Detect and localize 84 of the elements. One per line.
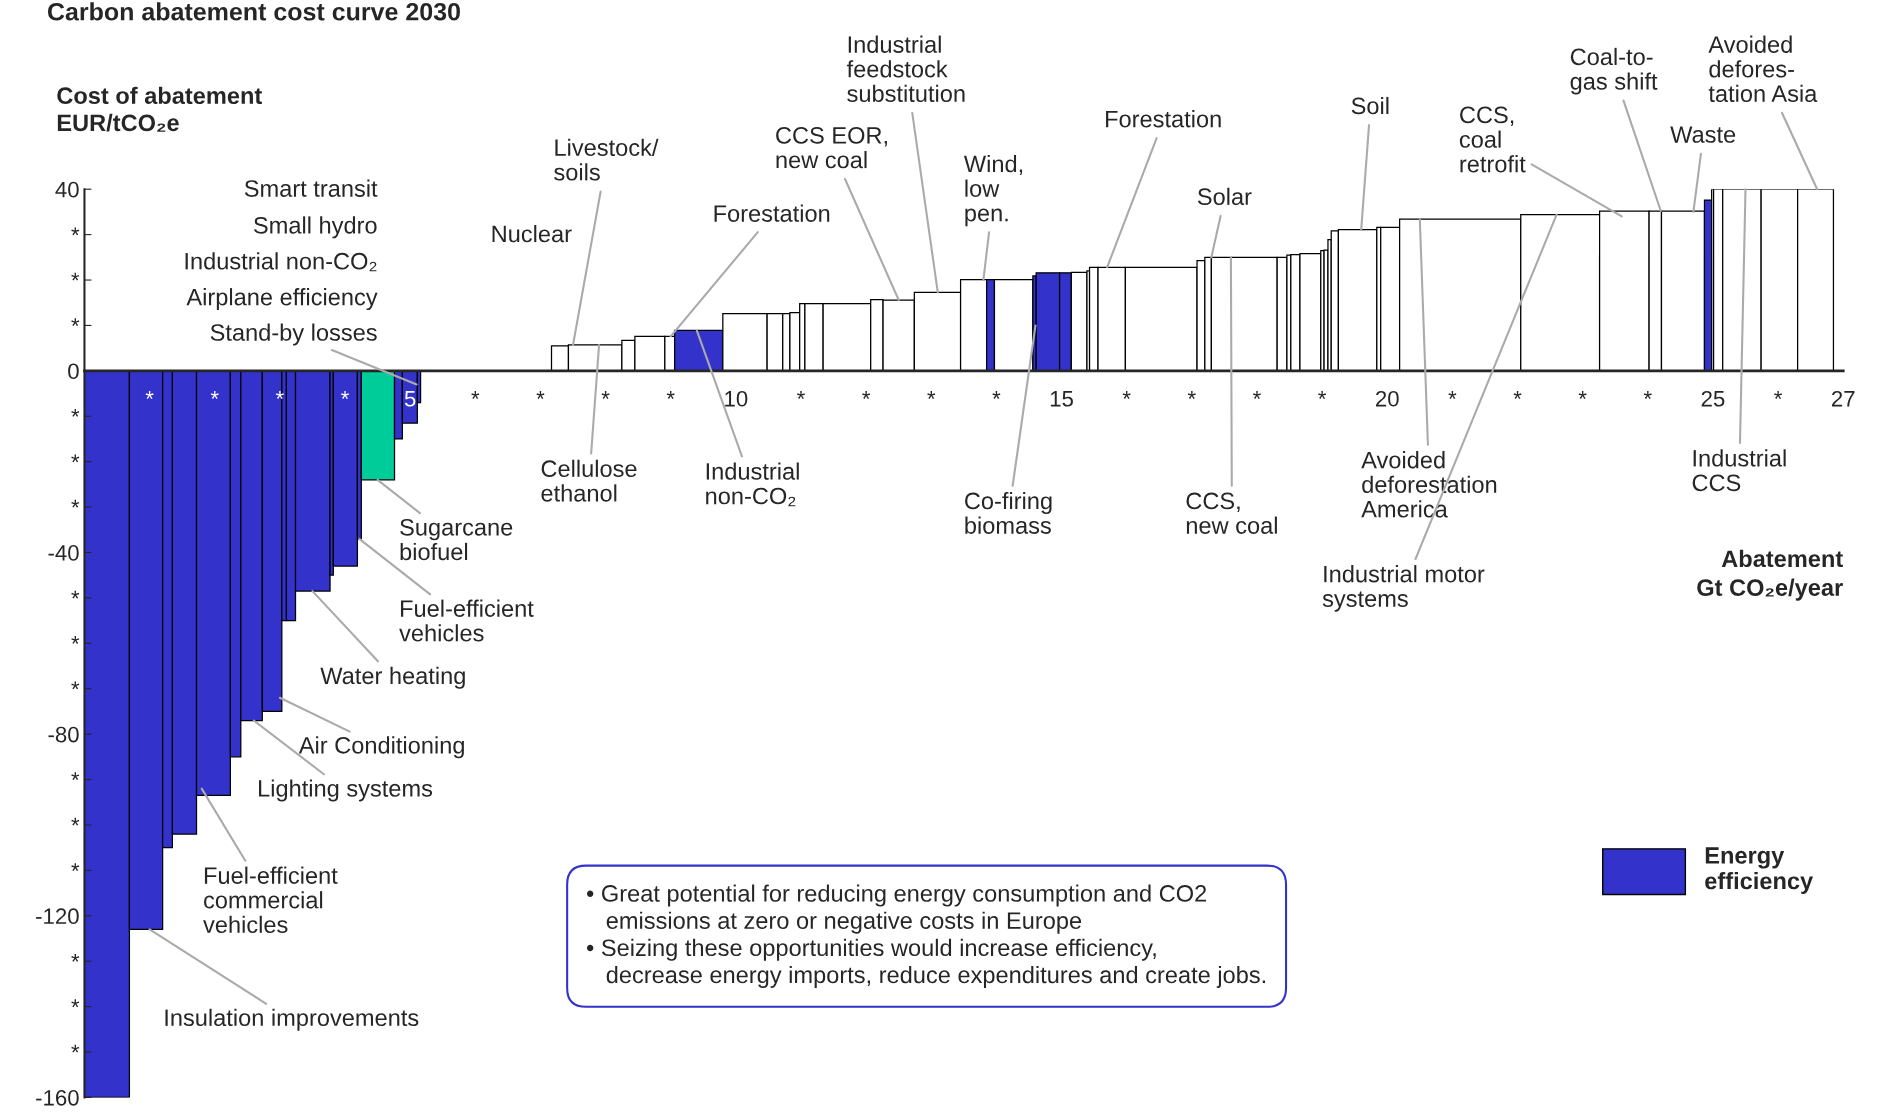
annotation: Air Conditioning <box>298 736 464 759</box>
annotation: Forestation <box>714 204 830 222</box>
annotation: Avoided deforestation America <box>1361 451 1497 518</box>
y-axis-title: Cost of abatement EUR/tCO₂e <box>57 86 262 132</box>
annotation: Soil <box>1351 96 1389 115</box>
y-tick-label: * <box>71 409 80 417</box>
y-tick-label: * <box>71 772 80 781</box>
y-tick-label: -160 <box>36 1089 79 1106</box>
x-tick-label: 10 <box>725 390 748 407</box>
annotation: Fuel-efficient vehicles <box>399 599 534 642</box>
x-tick-label: * <box>797 391 805 399</box>
annotation: Fuel-efficient commercial vehicles <box>203 866 338 934</box>
x-axis-title: Abatement Gt CO₂e/year <box>1697 549 1843 601</box>
x-tick-label: * <box>341 391 349 399</box>
annotation: Industrial non-CO₂ <box>185 252 377 272</box>
y-tick-label: * <box>71 681 80 690</box>
annotation: Avoided defores- tation Asia <box>1708 35 1818 103</box>
x-tick-label: * <box>862 391 871 399</box>
y-tick-label: 40 <box>55 181 79 198</box>
annotation: CCS, new coal <box>1186 492 1277 534</box>
y-tick-label: * <box>71 590 80 599</box>
x-tick-label: * <box>471 391 480 399</box>
annotation: Coal-to- gas shift <box>1570 47 1658 95</box>
annotation: Sugarcane biofuel <box>400 518 513 561</box>
y-tick-label: * <box>71 318 80 327</box>
y-tick-label: * <box>71 636 80 644</box>
annotation: Airplane efficiency <box>186 288 378 311</box>
y-tick-label: * <box>71 999 80 1008</box>
annotation: CCS EOR, new coal <box>776 127 887 169</box>
annotation: CCS, coal retrofit <box>1459 106 1526 173</box>
x-tick-label: 25 <box>1701 390 1725 407</box>
annotation: • Great potential for reducing energy consumption and CO2 emissions at zero or negative costs in Europe • Seizing these opportunities would increase efficiency, decrease energy imports, reduce expenditures and create jobs. <box>586 884 1266 988</box>
annotation: Nuclear <box>492 224 572 243</box>
annotation: Co-firing biomass <box>965 491 1052 534</box>
annotation: Forestation <box>1106 110 1221 128</box>
annotation: Industrial motor systems <box>1322 565 1485 612</box>
x-tick-label: * <box>145 391 154 399</box>
y-tick-label: -120 <box>36 908 79 925</box>
annotation: Insulation improvements <box>165 1008 419 1031</box>
x-tick-label: * <box>992 391 1001 399</box>
annotation: Cellulose ethanol <box>541 459 637 502</box>
annotation: Wind, low pen. <box>963 154 1023 227</box>
y-tick-label: -80 <box>48 726 79 743</box>
y-tick-label: * <box>71 1044 80 1053</box>
annotation: Waste <box>1670 126 1736 143</box>
x-tick-label: * <box>1253 391 1261 399</box>
x-tick-label: * <box>666 391 675 399</box>
x-tick-label: * <box>1318 391 1327 399</box>
x-tick-label: * <box>1578 391 1587 399</box>
annotation: Industrial non-CO₂ <box>706 462 799 507</box>
y-tick-label: -40 <box>48 545 79 561</box>
annotation: Smart transit <box>244 179 378 197</box>
x-tick-label: * <box>210 391 219 399</box>
x-tick-label: * <box>601 391 610 399</box>
x-tick-label: 27 <box>1831 390 1855 407</box>
x-tick-label: * <box>1187 391 1196 399</box>
annotation: Stand-by losses <box>210 323 377 346</box>
y-tick-label: * <box>71 817 80 826</box>
x-tick-label: * <box>927 391 936 399</box>
x-tick-label: 15 <box>1050 391 1073 407</box>
annotation: Water heating <box>320 666 465 689</box>
y-tick-label: * <box>71 499 80 508</box>
x-tick-label: * <box>1513 391 1522 399</box>
x-tick-label: * <box>536 391 545 399</box>
x-tick-label: * <box>1122 391 1131 399</box>
y-tick-label: * <box>71 863 80 871</box>
annotation: Industrial feedstock substitution <box>846 35 965 103</box>
annotation: Lighting systems <box>259 779 433 802</box>
y-tick-label: * <box>71 272 80 281</box>
x-tick-label: * <box>1448 391 1457 399</box>
legend-label: Energy efficiency <box>1705 847 1814 894</box>
y-tick-label: 0 <box>68 363 79 380</box>
annotation: Solar <box>1197 187 1252 206</box>
chart-title: Carbon abatement cost curve 2030 <box>47 2 460 21</box>
annotation: Livestock/ soils <box>554 138 659 181</box>
annotation: Small hydro <box>254 216 377 239</box>
annotation: Industrial CCS <box>1692 449 1786 492</box>
y-tick-label: * <box>71 454 80 463</box>
x-tick-label: 5 <box>404 391 416 407</box>
x-tick-label: * <box>1643 391 1652 399</box>
y-tick-label: * <box>71 227 80 236</box>
y-tick-label: * <box>71 953 80 962</box>
x-tick-label: * <box>1774 391 1783 399</box>
x-tick-label: 20 <box>1376 390 1399 407</box>
